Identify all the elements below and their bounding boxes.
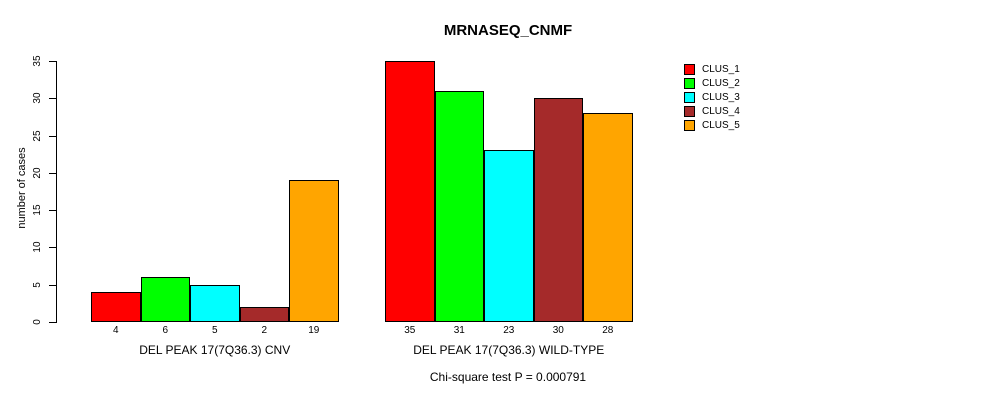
legend-item-clus_3: CLUS_3 [684, 92, 740, 103]
legend-item-clus_4: CLUS_4 [684, 106, 740, 117]
y-tick-label: 25 [32, 130, 43, 142]
y-tick-mark [49, 98, 56, 100]
bar-clus_2-group2 [434, 90, 484, 322]
legend-swatch-clus_4 [684, 106, 695, 117]
legend-label: CLUS_3 [702, 92, 740, 103]
bar-value-label: 23 [503, 325, 515, 336]
legend-label: CLUS_1 [702, 64, 740, 75]
bar-value-label: 19 [308, 325, 320, 336]
legend-swatch-clus_3 [684, 92, 695, 103]
y-tick-mark [49, 284, 56, 286]
bar-value-label: 30 [552, 325, 564, 336]
group-label: DEL PEAK 17(7Q36.3) CNV [139, 343, 291, 357]
legend-item-clus_2: CLUS_2 [684, 78, 740, 89]
legend-label: CLUS_2 [702, 78, 740, 89]
legend-swatch-clus_5 [684, 120, 695, 131]
chi-square-note: Chi-square test P = 0.000791 [429, 370, 587, 384]
y-tick-label: 5 [32, 281, 43, 288]
bar-clus_4-group2 [533, 98, 583, 322]
y-tick-mark [49, 247, 56, 249]
bar-clus_3-group2 [484, 150, 534, 322]
bar-clus_1-group1 [91, 292, 141, 322]
y-tick-mark [49, 61, 56, 62]
y-tick-label: 10 [32, 241, 43, 253]
legend: CLUS_1 CLUS_2 CLUS_3 CLUS_4 CLUS_5 [684, 64, 740, 131]
bar-value-label: 31 [453, 325, 465, 336]
y-tick-label: 0 [32, 319, 43, 325]
y-tick-mark [49, 172, 56, 174]
bar-value-label: 35 [404, 325, 416, 336]
bar-clus_5-group1 [289, 180, 339, 322]
bar-value-label: 2 [261, 325, 268, 336]
y-axis-line [56, 61, 57, 323]
legend-swatch-clus_1 [684, 64, 695, 75]
legend-swatch-clus_2 [684, 78, 695, 89]
legend-item-clus_1: CLUS_1 [684, 64, 740, 75]
chart-title: MRNASEQ_CNMF [443, 22, 573, 39]
bar-clus_3-group1 [190, 284, 240, 322]
group-label: DEL PEAK 17(7Q36.3) WILD-TYPE [413, 343, 605, 357]
legend-label: CLUS_4 [702, 106, 740, 117]
y-tick-label: 30 [32, 92, 43, 104]
bar-clus_2-group1 [140, 277, 190, 322]
y-tick-label: 20 [32, 167, 43, 179]
y-tick-mark [49, 210, 56, 212]
y-tick-label: 35 [32, 55, 43, 67]
bar-clus_4-group1 [239, 307, 289, 322]
bar-value-label: 6 [162, 325, 169, 336]
bar-value-label: 4 [112, 325, 119, 336]
y-tick-label: 15 [32, 204, 43, 216]
bar-clus_1-group2 [385, 61, 435, 322]
bar-value-label: 5 [211, 325, 218, 336]
bar-clus_5-group2 [583, 113, 633, 322]
y-tick-mark [49, 135, 56, 137]
legend-label: CLUS_5 [702, 120, 740, 131]
y-tick-mark [49, 322, 56, 323]
legend-item-clus_5: CLUS_5 [684, 120, 740, 131]
bar-value-label: 28 [602, 325, 614, 336]
